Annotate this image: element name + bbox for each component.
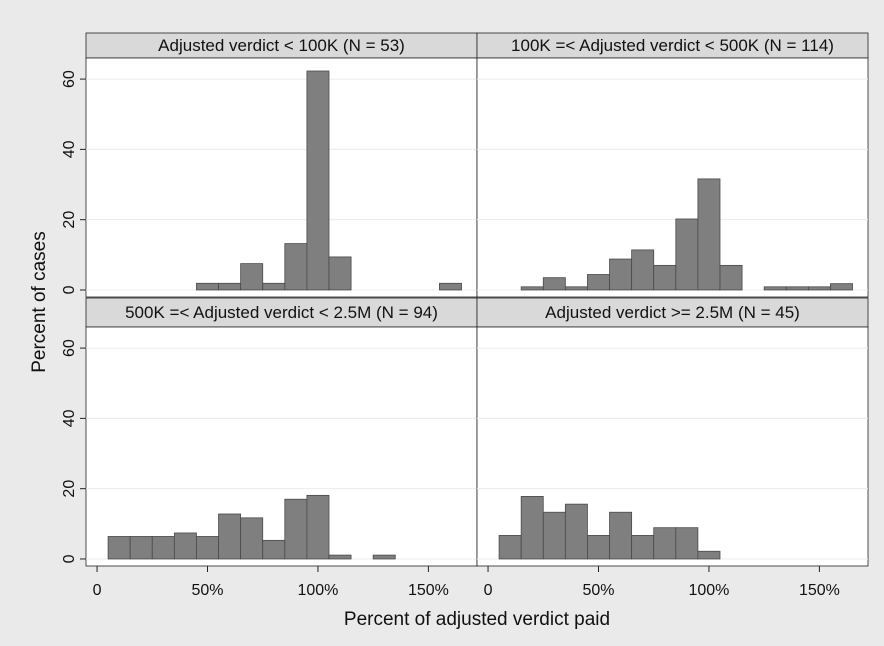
bar xyxy=(609,258,633,291)
panel-header xyxy=(476,32,869,59)
bar xyxy=(218,513,242,560)
bar xyxy=(564,286,588,291)
bar xyxy=(284,243,308,291)
x-tick-label: 50% xyxy=(582,582,614,599)
bar xyxy=(763,286,787,291)
bar xyxy=(262,539,286,560)
x-tick-label: 50% xyxy=(191,582,223,599)
y-axis-label: Percent of cases xyxy=(29,231,50,373)
bar xyxy=(807,286,831,291)
x-tick-label: 150% xyxy=(799,582,840,599)
bar xyxy=(653,527,677,560)
bar xyxy=(520,286,544,291)
bar xyxy=(306,494,330,560)
bar xyxy=(719,264,743,291)
x-tick-label: 150% xyxy=(408,582,449,599)
bar xyxy=(520,496,544,560)
plot-area xyxy=(476,57,869,298)
panel-title: 100K =< Adjusted verdict < 500K (N = 114… xyxy=(511,36,834,55)
bar xyxy=(240,517,264,560)
bar xyxy=(697,550,721,560)
bar xyxy=(542,277,566,291)
bar xyxy=(439,282,462,291)
y-tick-label: 60 xyxy=(61,70,78,88)
x-tick-label: 100% xyxy=(688,582,729,599)
bar xyxy=(284,498,308,560)
bar xyxy=(262,282,286,291)
panel-header xyxy=(85,297,478,328)
bar xyxy=(372,554,396,560)
x-tick-label: 0 xyxy=(484,582,493,599)
bar xyxy=(830,283,853,291)
bar xyxy=(675,527,699,560)
panel-title: 500K =< Adjusted verdict < 2.5M (N = 94) xyxy=(125,303,438,322)
bar xyxy=(129,536,153,560)
bar xyxy=(587,535,610,560)
panel-title: Adjusted verdict >= 2.5M (N = 45) xyxy=(545,303,800,322)
bar xyxy=(653,264,677,291)
panel-title: Adjusted verdict < 100K (N = 53) xyxy=(158,36,405,55)
bar xyxy=(328,554,352,560)
y-tick-label: 60 xyxy=(61,339,78,357)
x-tick-label: 0 xyxy=(93,582,102,599)
bar xyxy=(107,536,131,560)
bar xyxy=(151,536,175,560)
y-tick-label: 20 xyxy=(61,211,78,229)
bar xyxy=(196,536,219,560)
bar xyxy=(587,274,610,291)
bar xyxy=(498,535,522,560)
y-tick-label: 0 xyxy=(61,285,78,294)
plot-area xyxy=(85,57,478,298)
bar xyxy=(173,532,197,560)
bar xyxy=(328,256,352,291)
bar xyxy=(218,282,242,291)
bar xyxy=(631,535,655,560)
panel-header xyxy=(85,32,478,59)
bar xyxy=(675,218,699,291)
bar xyxy=(785,286,809,291)
bar xyxy=(564,503,588,560)
plot-area xyxy=(85,326,478,567)
y-tick-label: 20 xyxy=(61,480,78,498)
y-tick-label: 40 xyxy=(61,409,78,427)
bar xyxy=(631,249,655,291)
bar xyxy=(196,282,219,291)
panel-header xyxy=(476,297,869,328)
bar xyxy=(609,511,633,560)
bar xyxy=(542,511,566,560)
x-tick-label: 100% xyxy=(297,582,338,599)
bar xyxy=(697,178,721,291)
y-tick-label: 0 xyxy=(61,554,78,563)
bar xyxy=(306,70,330,291)
bar xyxy=(240,263,264,291)
x-axis-label: Percent of adjusted verdict paid xyxy=(344,609,610,630)
y-tick-label: 40 xyxy=(61,140,78,158)
